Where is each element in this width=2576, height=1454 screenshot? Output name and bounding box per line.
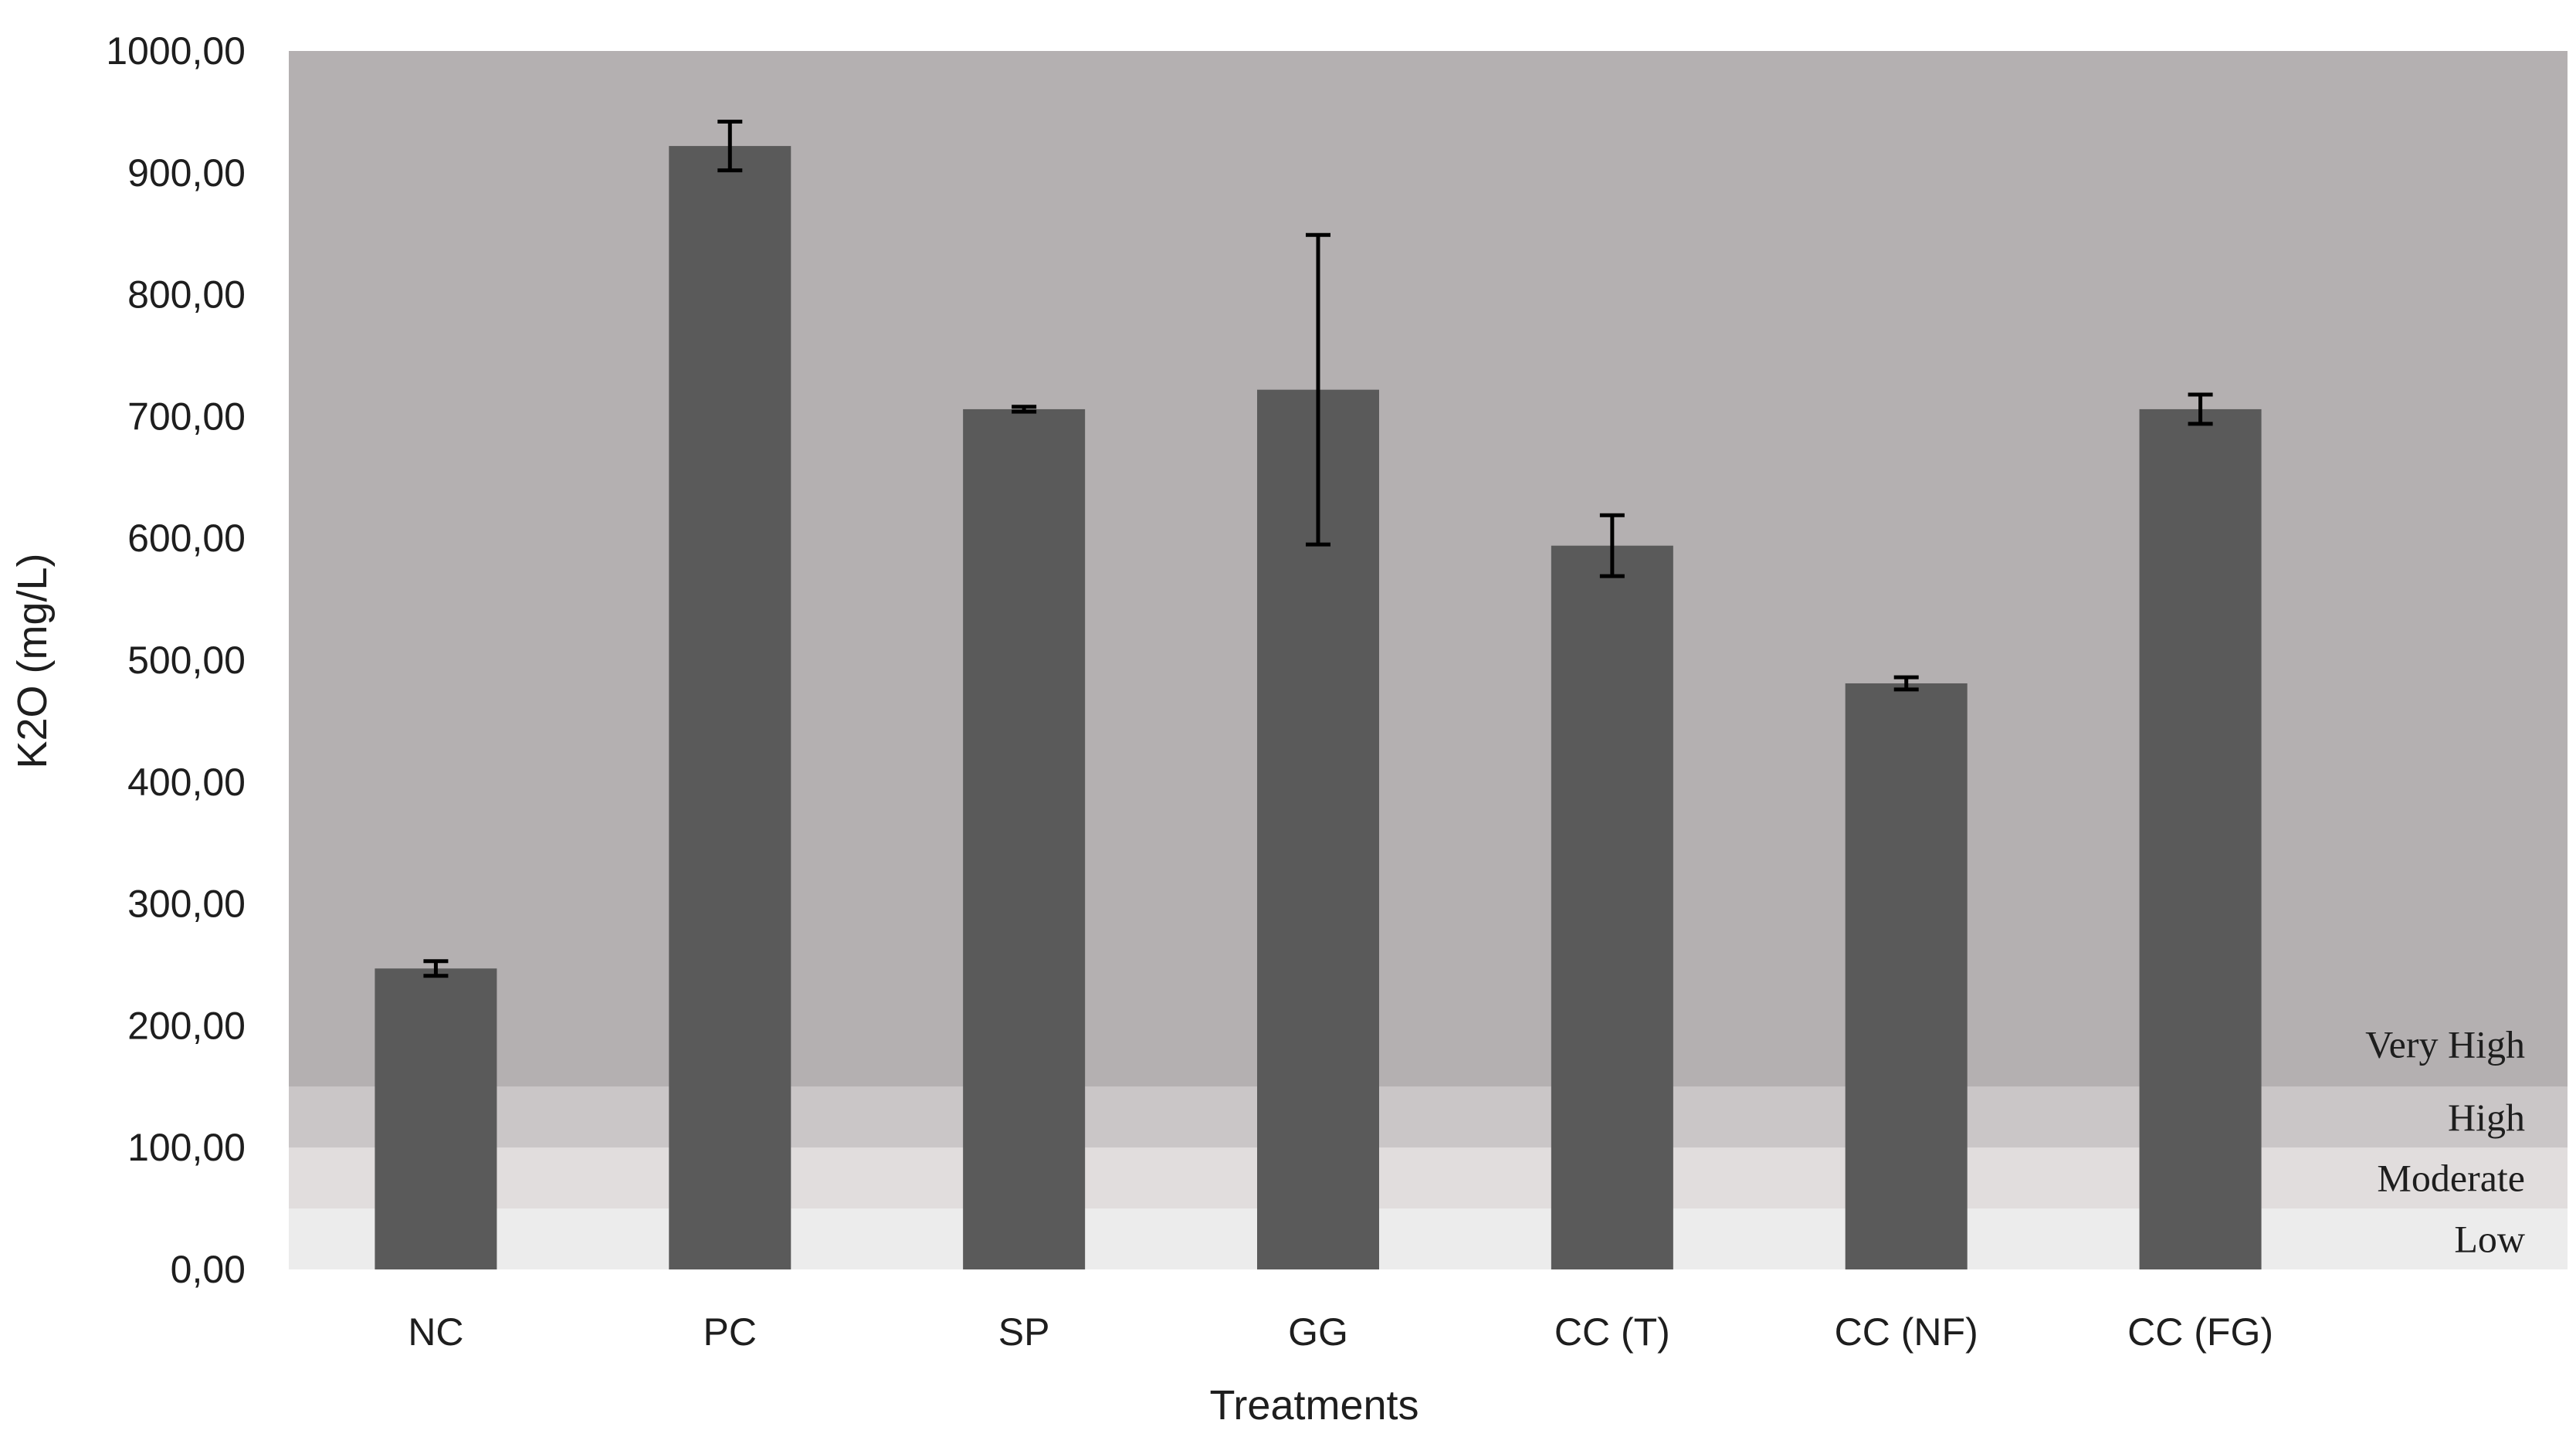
bars-layer [375,146,2262,1270]
x-tick-label: GG [1288,1310,1348,1354]
x-tick-label: CC (FG) [2127,1310,2273,1354]
bar-pc [669,146,791,1270]
bar-sp [963,408,1086,1269]
y-tick-label: 300,00 [127,883,246,926]
bar-cc-t [1551,545,1673,1269]
y-tick-label: 800,00 [127,273,246,317]
x-tick-label: SP [998,1310,1050,1354]
error-bar-pc [717,120,743,173]
zone-label-moderate: Moderate [2377,1157,2525,1200]
error-bar-sp [1012,405,1037,414]
y-tick-label: 600,00 [127,517,246,560]
zone-label-low: Low [2454,1218,2525,1261]
error-bars-layer [423,120,2213,978]
bar-cc-nf [1845,683,1968,1269]
error-bar-gg [1306,232,1330,547]
y-tick-label: 500,00 [127,639,246,682]
x-tick-label: PC [703,1310,757,1354]
y-axis-title: K2O (mg/L) [9,553,56,768]
zone-labels: Low Moderate High Very High [2365,1022,2525,1260]
bar-nc [375,968,497,1269]
y-tick-label: 200,00 [127,1004,246,1047]
error-bar-nc [423,959,449,978]
y-tick-label: 0,00 [171,1248,246,1291]
bar-cc-fg [2139,408,2262,1269]
y-tick-label: 900,00 [127,151,246,195]
y-tick-label: 400,00 [127,761,246,804]
y-tick-label: 100,00 [127,1126,246,1169]
x-tick-label: NC [408,1310,463,1354]
error-bar-cc-t [1599,513,1625,578]
y-tick-label: 1000,00 [106,29,246,73]
x-tick-label: CC (T) [1554,1310,1670,1354]
error-bar-cc-fg [2188,392,2213,426]
x-axis-title: Treatments [1209,1382,1418,1429]
x-axis-ticks: NC PC SP GG CC (T) CC (NF) CC (FG) [408,1310,2273,1354]
error-bar-cc-nf [1893,675,1919,692]
zone-label-very-high: Very High [2365,1022,2525,1066]
y-axis-ticks: 0,00 100,00 200,00 300,00 400,00 500,00 600,00… [106,29,246,1291]
zone-label-high: High [2448,1096,2525,1139]
y-tick-label: 700,00 [127,395,246,438]
x-tick-label: CC (NF) [1835,1310,1978,1354]
